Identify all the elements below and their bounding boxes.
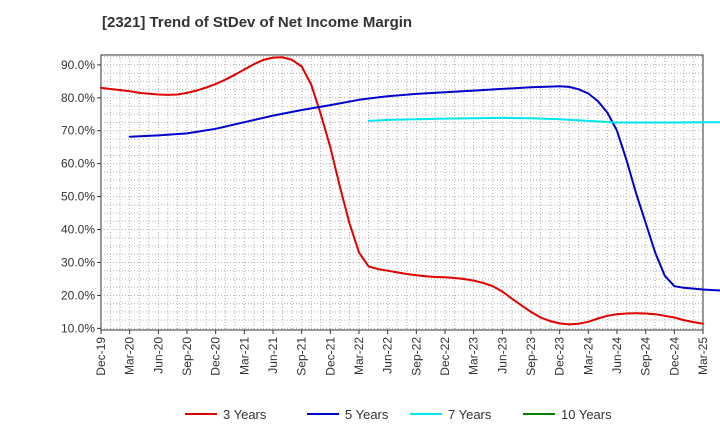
y-axis: 10.0% 20.0% 30.0% 40.0% 50.0% 60.0% 70.0% 80.0%… — [61, 58, 101, 335]
y-tick-label: 60.0% — [61, 157, 95, 171]
y-tick-label: 10.0% — [61, 321, 95, 335]
x-tick-label: Dec-22 — [438, 337, 452, 376]
legend-label: 10 Years — [561, 407, 612, 422]
x-tick-label: Mar-22 — [352, 337, 366, 375]
chart-title: [2321] Trend of StDev of Net Income Marg… — [102, 14, 413, 31]
y-tick-label: 70.0% — [61, 124, 95, 138]
x-tick-label: Dec-23 — [553, 337, 567, 376]
x-tick-label: Mar-20 — [123, 337, 137, 375]
x-tick-label: Dec-21 — [323, 337, 337, 376]
x-tick-label: Mar-23 — [467, 337, 481, 375]
legend-label: 7 Years — [448, 407, 492, 422]
series-line-5-years — [128, 85, 720, 292]
x-tick-label: Jun-23 — [495, 337, 509, 374]
plot-area — [100, 54, 704, 331]
y-tick-label: 80.0% — [61, 91, 95, 105]
legend: 3 Years 5 Years 7 Years 10 Years — [185, 407, 612, 422]
x-tick-label: Sep-24 — [639, 337, 653, 376]
grid — [101, 55, 703, 330]
x-tick-label: Jun-24 — [610, 337, 624, 374]
x-tick-label: Sep-22 — [409, 337, 423, 376]
x-tick-label: Sep-21 — [295, 337, 309, 376]
x-axis: Dec-19 Mar-20 Jun-20 Sep-20 Dec-20 Mar-21 Jun-… — [94, 330, 710, 376]
series-lines — [100, 56, 720, 326]
x-tick-label: Dec-19 — [94, 337, 108, 376]
y-tick-label: 90.0% — [61, 58, 95, 72]
x-tick-label: Jun-20 — [151, 337, 165, 374]
x-tick-label: Dec-24 — [667, 337, 681, 376]
x-tick-label: Dec-20 — [209, 337, 223, 376]
y-tick-label: 50.0% — [61, 190, 95, 204]
legend-label: 5 Years — [345, 407, 389, 422]
x-tick-label: Mar-24 — [581, 337, 595, 375]
x-tick-label: Mar-21 — [237, 337, 251, 375]
y-tick-label: 40.0% — [61, 223, 95, 237]
series-line-3-years — [100, 56, 704, 326]
x-tick-label: Mar-25 — [696, 337, 710, 375]
x-tick-label: Sep-23 — [524, 337, 538, 376]
y-tick-label: 30.0% — [61, 255, 95, 269]
x-tick-label: Sep-20 — [180, 337, 194, 376]
y-tick-label: 20.0% — [61, 288, 95, 302]
x-tick-label: Jun-21 — [266, 337, 280, 374]
legend-label: 3 Years — [223, 407, 267, 422]
x-tick-label: Jun-22 — [381, 337, 395, 374]
series-line-7-years — [367, 116, 720, 124]
